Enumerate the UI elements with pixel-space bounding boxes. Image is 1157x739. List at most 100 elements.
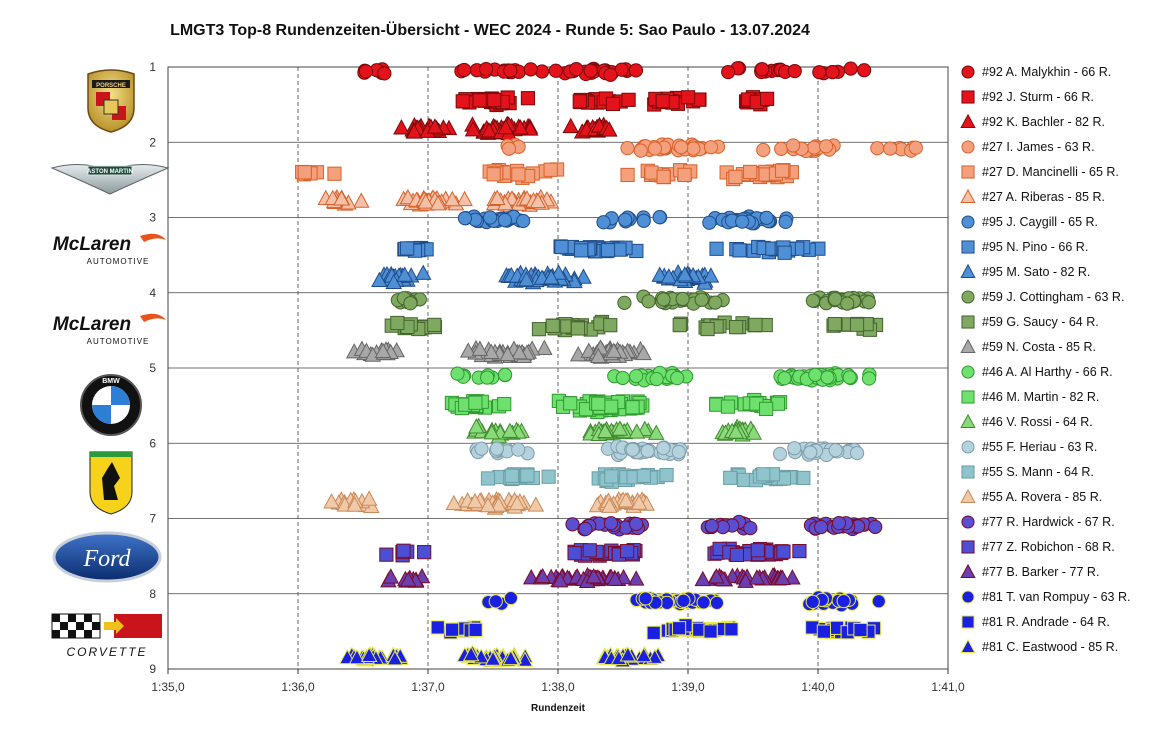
- data-point: [644, 165, 659, 180]
- data-point: [536, 339, 553, 355]
- data-point: [374, 342, 392, 358]
- legend-item: #27 D. Mancinelli - 65 R.: [958, 162, 1119, 182]
- series-2: [393, 115, 618, 141]
- legend-marker: [961, 290, 975, 304]
- data-point: [578, 521, 593, 537]
- legend-marker: [961, 65, 975, 79]
- series-12: [450, 365, 877, 388]
- data-point: [883, 141, 898, 156]
- data-point: [490, 496, 507, 512]
- data-point: [652, 210, 667, 225]
- data-point: [671, 444, 686, 460]
- data-point: [531, 322, 547, 337]
- data-point: [487, 92, 502, 108]
- data-point: [723, 470, 738, 485]
- data-point: [471, 340, 489, 356]
- data-point: [450, 366, 465, 381]
- data-point: [400, 241, 415, 256]
- data-point: [456, 190, 473, 207]
- data-point: [853, 622, 868, 638]
- legend-marker: [961, 140, 975, 154]
- data-point: [787, 441, 802, 456]
- data-point: [468, 622, 483, 637]
- legend-label: #77 R. Hardwick - 67 R.: [982, 515, 1115, 529]
- legend-marker: [960, 188, 976, 203]
- legend-label: #92 A. Malykhin - 66 R.: [982, 65, 1112, 79]
- data-point: [617, 492, 635, 508]
- data-point: [480, 370, 495, 385]
- data-point: [405, 123, 423, 139]
- data-point: [775, 163, 790, 178]
- data-point: [861, 371, 877, 386]
- circle-icon: [961, 215, 975, 229]
- data-point: [703, 140, 719, 155]
- data-point: [655, 94, 670, 109]
- data-point: [474, 441, 489, 456]
- data-point: [704, 518, 719, 533]
- data-point: [796, 470, 811, 486]
- triangle-icon: [960, 638, 976, 653]
- data-point: [629, 368, 644, 384]
- x-tick-label: 1:41,0: [931, 680, 965, 694]
- legend-item: #46 M. Martin - 82 R.: [958, 387, 1099, 407]
- y-tick-label: 4: [149, 286, 156, 300]
- legend-item: #59 G. Saucy - 64 R.: [958, 312, 1099, 332]
- data-point: [816, 624, 832, 639]
- data-point: [417, 193, 434, 209]
- data-point: [759, 210, 774, 225]
- data-point: [520, 91, 536, 106]
- data-point: [523, 62, 538, 77]
- data-point: [466, 492, 484, 509]
- data-point: [478, 61, 494, 77]
- legend-item: #92 J. Sturm - 66 R.: [958, 87, 1094, 107]
- legend-item: #59 J. Cottingham - 63 R.: [958, 287, 1124, 307]
- mclaren-text: McLaren: [53, 234, 131, 255]
- data-point: [386, 650, 404, 666]
- square-icon: [961, 390, 975, 404]
- data-point: [551, 572, 569, 588]
- legend-marker: [961, 515, 975, 529]
- data-point: [572, 94, 587, 109]
- x-tick-label: 1:38,0: [541, 680, 575, 694]
- aston-badge: [87, 165, 133, 176]
- x-tick-label: 1:35,0: [151, 680, 185, 694]
- data-point: [479, 496, 497, 513]
- data-point: [550, 264, 567, 280]
- data-point: [635, 646, 653, 663]
- square-icon: [961, 315, 975, 329]
- legend-marker: [961, 365, 975, 379]
- data-point: [601, 497, 618, 513]
- data-point: [483, 210, 498, 225]
- data-point: [501, 422, 519, 438]
- data-point: [606, 570, 624, 586]
- data-point: [721, 64, 736, 80]
- data-point: [486, 167, 501, 182]
- circle-icon: [961, 515, 975, 529]
- legend-marker: [960, 338, 976, 353]
- data-point: [709, 595, 725, 611]
- data-point: [371, 271, 388, 288]
- data-point: [630, 494, 648, 510]
- data-point: [708, 295, 723, 310]
- data-point: [327, 166, 342, 181]
- data-point: [501, 141, 517, 156]
- series-21: [481, 590, 886, 613]
- data-point: [542, 269, 560, 285]
- data-point: [563, 396, 578, 411]
- data-point: [445, 622, 460, 637]
- legend-item: #27 I. James - 63 R.: [958, 137, 1095, 157]
- data-point: [735, 214, 750, 229]
- mclaren-text: McLaren: [53, 314, 131, 335]
- data-point: [488, 594, 503, 609]
- square-icon: [961, 240, 975, 254]
- legend-item: #55 A. Rovera - 85 R.: [958, 487, 1102, 507]
- data-point: [444, 190, 461, 207]
- data-point: [759, 401, 774, 417]
- series-5: [317, 188, 560, 213]
- data-point: [784, 569, 801, 585]
- data-point: [708, 568, 725, 584]
- legend-item: #95 N. Pino - 66 R.: [958, 237, 1088, 257]
- legend-item: #81 T. van Rompuy - 63 R.: [958, 587, 1130, 607]
- square-icon: [961, 540, 975, 554]
- x-tick-label: 1:40,0: [801, 680, 835, 694]
